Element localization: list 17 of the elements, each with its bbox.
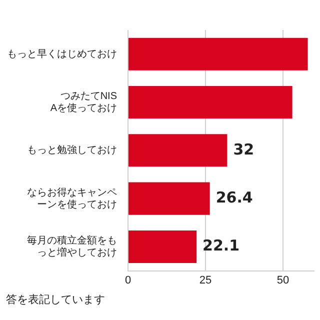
y-tick-label: ならお得なキャンペーンを使っておけ bbox=[27, 187, 117, 210]
x-tick-label: 0 bbox=[124, 274, 132, 286]
bar bbox=[128, 134, 228, 167]
data-label: 32 bbox=[233, 140, 254, 158]
y-tick-label: つみたてNISAを使っておけ bbox=[50, 90, 118, 114]
x-tick-label: 50 bbox=[276, 274, 290, 286]
bar bbox=[128, 230, 197, 263]
y-tick-label: もっと勉強しておけ bbox=[27, 144, 117, 156]
data-label: 22.1 bbox=[202, 236, 240, 255]
bar bbox=[128, 38, 308, 70]
y-tick-label: 毎月の積立金額をもっと増やしておけ bbox=[27, 234, 117, 258]
data-label: 26.4 bbox=[216, 188, 253, 206]
x-tick-label: 25 bbox=[199, 274, 212, 286]
text: 答を表記しています bbox=[5, 292, 106, 308]
y-tick-label: もっと早くはじめておけ bbox=[7, 48, 117, 60]
bar bbox=[128, 182, 210, 215]
bar bbox=[128, 86, 292, 118]
